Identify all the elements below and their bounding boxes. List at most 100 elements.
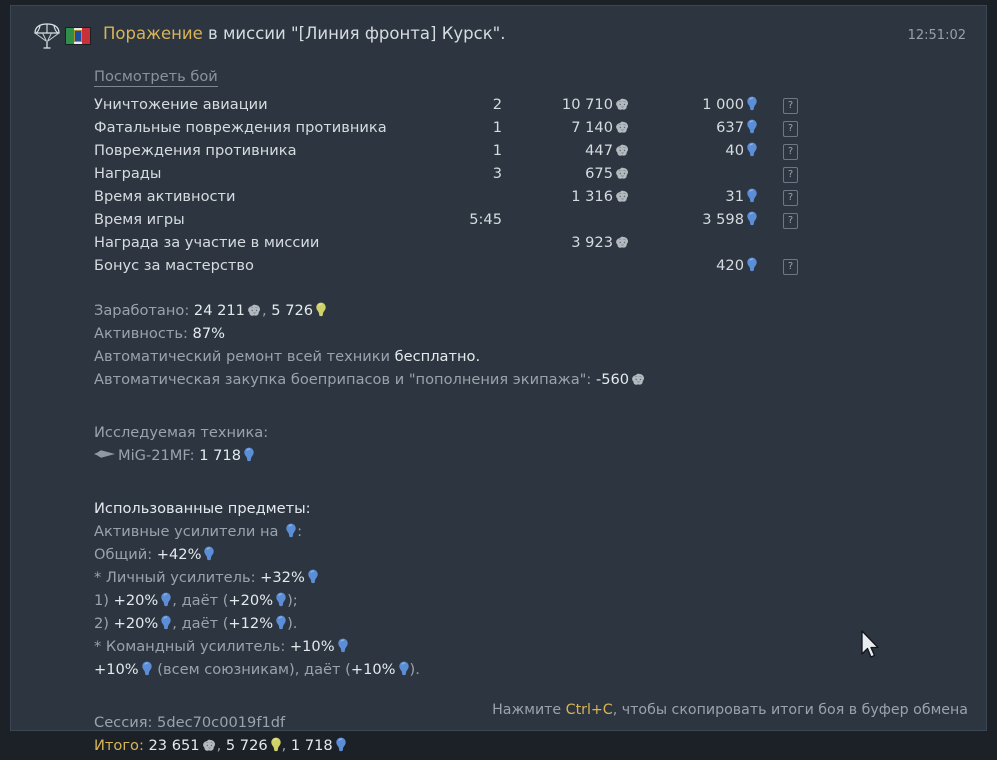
earned-free-rp-value: 5 726 [271, 302, 314, 319]
award-research: 1 000 [630, 93, 758, 116]
award-help-cell: ? [758, 116, 798, 139]
award-silver [502, 254, 630, 277]
award-help-cell: ? [758, 139, 798, 162]
award-name: Время игры [94, 211, 185, 228]
repair-value: бесплатно. [394, 348, 481, 365]
award-silver: 1 316 [502, 185, 630, 208]
award-count [410, 231, 502, 254]
research-vehicle-value: 1 718 [199, 447, 241, 464]
table-row: Фатальные повреждения противника 1 7 140 63… [94, 116, 798, 139]
italy-flag-icon [65, 27, 91, 45]
research-points-icon [160, 615, 172, 631]
award-name: Фатальные повреждения противника [94, 119, 387, 136]
award-research: 637 [630, 116, 758, 139]
free-research-icon [315, 302, 327, 318]
award-count: 1 [492, 142, 502, 159]
total-silver: 23 651 [148, 737, 200, 754]
research-points-icon [746, 119, 758, 135]
silver-lion-icon [615, 166, 630, 181]
award-research: 40 [630, 139, 758, 162]
research-vehicle-line: MiG-21MF: 1 718 [94, 444, 976, 467]
research-points-icon [307, 569, 319, 585]
award-count: 1 [492, 119, 502, 136]
table-row: Повреждения противника 1 447 40? [94, 139, 798, 162]
items-section-title: Использованные предметы: [94, 500, 311, 517]
table-row: Бонус за мастерство 420? [94, 254, 798, 277]
award-silver [502, 208, 630, 231]
table-row: Время активности 1 316 31? [94, 185, 798, 208]
booster-personal-item-2: 2) +20%, даёт (+12%). [94, 615, 298, 632]
silver-lion-icon [615, 120, 630, 135]
help-icon[interactable]: ? [783, 98, 798, 114]
booster-personal-line: * Личный усилитель: +32% [94, 566, 976, 589]
aircraft-icon [94, 450, 115, 458]
page-title: Поражение в миссии "[Линия фронта] Курск… [103, 24, 506, 43]
help-icon[interactable]: ? [783, 213, 798, 229]
help-icon[interactable]: ? [783, 259, 798, 275]
copy-hint: Нажмите Ctrl+C, чтобы скопировать итоги … [492, 702, 968, 718]
award-silver: 10 710 [502, 93, 630, 116]
award-count: 3 [492, 165, 502, 182]
table-row: Награда за участие в миссии 3 923 [94, 231, 798, 254]
help-icon[interactable]: ? [783, 190, 798, 206]
repair-label: Автоматический ремонт всей техники [94, 348, 395, 365]
award-silver: 7 140 [502, 116, 630, 139]
silver-lion-icon [615, 97, 630, 112]
award-help-cell [758, 231, 798, 254]
ammo-value: -560 [595, 371, 630, 388]
research-points-icon [160, 592, 172, 608]
research-points-icon [746, 142, 758, 158]
results-content: Посмотреть бой Уничтожение авиации 2 10 71… [94, 68, 976, 754]
activity-line: Активность: 87% [94, 322, 976, 345]
help-icon[interactable]: ? [783, 144, 798, 160]
ammo-label: Автоматическая закупка боеприпасов и "по… [94, 371, 596, 388]
shortcut-key: Ctrl+C [565, 702, 613, 718]
award-research [630, 162, 758, 185]
results-header: Поражение в миссии "[Линия фронта] Курск… [11, 6, 986, 55]
battle-result-word: Поражение [103, 24, 203, 43]
watch-battle-link[interactable]: Посмотреть бой [94, 68, 218, 87]
award-help-cell: ? [758, 93, 798, 116]
silver-lion-icon [615, 189, 630, 204]
research-points-icon [203, 546, 215, 562]
earned-label: Заработано: [94, 302, 194, 319]
session-id: 5dec70c0019f1df [157, 714, 286, 731]
award-silver: 3 923 [502, 231, 630, 254]
award-name: Повреждения противника [94, 142, 297, 159]
research-points-icon [746, 96, 758, 112]
award-count: 5:45 [469, 211, 502, 228]
research-points-icon [746, 257, 758, 273]
silver-lion-icon [247, 302, 262, 317]
award-name: Время активности [94, 188, 236, 205]
silver-lion-icon [202, 737, 217, 752]
game-battle-results-screen: Поражение в миссии "[Линия фронта] Курск… [0, 0, 997, 736]
research-vehicle-name: MiG-21MF: [118, 447, 200, 464]
award-help-cell: ? [758, 254, 798, 277]
award-research [630, 231, 758, 254]
research-points-icon [275, 592, 287, 608]
battle-awards-table: Уничтожение авиации 2 10 710 1 000? Фатальны… [94, 93, 798, 277]
active-boosters-line: Активные усилители на : [94, 523, 302, 540]
earned-separator: , [261, 302, 272, 319]
award-research: 420 [630, 254, 758, 277]
research-points-icon [746, 211, 758, 227]
repair-line: Автоматический ремонт всей техники беспл… [94, 345, 976, 368]
activity-label: Активность: [94, 325, 193, 342]
research-points-icon [243, 447, 255, 463]
total-line: Итого: 23 651, 5 726, 1 718 [94, 734, 976, 757]
session-line: Сессия: 5dec70c0019f1df [94, 711, 976, 734]
silver-lion-icon [615, 143, 630, 158]
help-icon[interactable]: ? [783, 167, 798, 183]
award-research: 31 [630, 185, 758, 208]
help-icon[interactable]: ? [783, 121, 798, 137]
award-silver: 447 [502, 139, 630, 162]
total-free-rp: 5 726 [225, 737, 268, 754]
silver-lion-icon [615, 235, 630, 250]
award-help-cell: ? [758, 208, 798, 231]
booster-squad-detail: +10% (всем союзникам), даёт (+10%). [94, 661, 420, 678]
award-research: 3 598 [630, 208, 758, 231]
earned-line: Заработано: 24 211, 5 726 [94, 299, 976, 322]
award-count [410, 254, 502, 277]
research-points-icon [337, 638, 349, 654]
research-points-icon [275, 615, 287, 631]
